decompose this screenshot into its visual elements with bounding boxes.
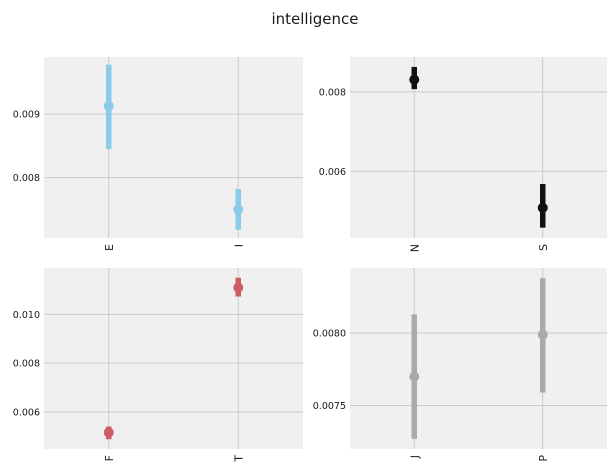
x-tick-label: F (103, 455, 116, 461)
x-tick-label: P (537, 455, 550, 462)
subplot-4: 0.0075 0.0080 J P (313, 268, 607, 462)
x-tick-label: E (103, 244, 116, 251)
point-I (233, 204, 244, 215)
plot-area (350, 57, 607, 238)
y-tick-label: 0.0075 (313, 401, 346, 412)
y-tick-label: 0.0080 (313, 329, 346, 340)
figure-title: intelligence (271, 10, 358, 28)
point-J (409, 371, 420, 382)
x-tick-label: J (408, 455, 421, 459)
y-tick-label: 0.006 (319, 167, 346, 178)
point-E (103, 100, 114, 111)
subplot-2: 0.006 0.008 N S (319, 57, 607, 252)
x-tick-label: T (232, 455, 245, 463)
point-S (537, 202, 548, 213)
x-tick-label: N (408, 244, 421, 252)
plot-area (44, 268, 303, 449)
y-tick-label: 0.008 (13, 359, 40, 370)
subplot-3: 0.006 0.008 0.010 F T (13, 268, 303, 463)
point-F (103, 427, 114, 438)
point-T (233, 282, 244, 293)
y-tick-label: 0.008 (319, 87, 346, 98)
y-tick-label: 0.008 (13, 173, 40, 184)
plot-area (350, 268, 607, 449)
point-P (537, 329, 548, 340)
subplot-1: 0.008 0.009 E I (13, 57, 303, 251)
y-tick-label: 0.009 (13, 110, 40, 121)
y-tick-label: 0.010 (13, 310, 40, 321)
point-N (409, 74, 420, 85)
x-tick-label: S (537, 244, 550, 251)
y-tick-label: 0.006 (13, 407, 40, 418)
plot-area (44, 57, 303, 238)
x-tick-label: I (232, 244, 245, 247)
